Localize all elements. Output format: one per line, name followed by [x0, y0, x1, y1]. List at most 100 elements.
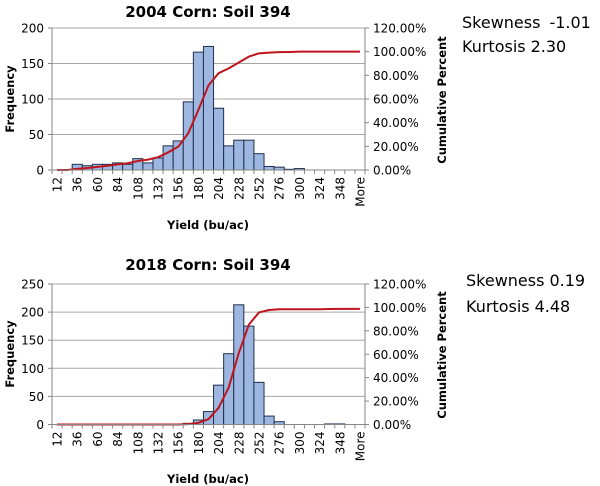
skewness-label: Skewness	[466, 271, 544, 290]
bar-228	[233, 139, 245, 171]
x-tick-label: More	[353, 177, 367, 207]
x-tick-label: 84	[111, 432, 125, 447]
x-tick-label: 36	[71, 177, 85, 192]
y-tick-label: 50	[29, 128, 44, 142]
bar-240	[243, 325, 255, 425]
y-tick-label: 150	[21, 334, 44, 348]
x-tick-label: 228	[232, 432, 246, 455]
bar-120	[142, 162, 154, 171]
y2-axis-ticks: 0.00% 20.00% 40.00% 60.00% 80.00% 100.00% 120.…	[365, 278, 426, 432]
y2-tick-label: 0.00%	[373, 418, 411, 432]
bar-264	[263, 415, 275, 426]
bar-96	[122, 163, 134, 171]
x-tick-label: 108	[131, 177, 145, 200]
x-tick-label: 324	[313, 432, 327, 455]
kurtosis-label: Kurtosis	[462, 37, 526, 56]
x-tick-label: 300	[293, 432, 307, 455]
skewness-label: Skewness	[462, 13, 540, 32]
y2-axis-label: Cumulative Percent	[435, 36, 449, 164]
x-tick-label: 36	[71, 432, 85, 447]
kurtosis-value: 4.48	[535, 297, 571, 316]
skewness-stat: Skewness 0.19	[466, 271, 585, 290]
y2-tick-label: 120.00%	[373, 278, 426, 292]
y2-tick-label: 20.00%	[373, 140, 419, 154]
bar-252	[253, 153, 265, 171]
y2-tick-label: 100.00%	[373, 301, 426, 315]
x-tick-label: 108	[131, 432, 145, 455]
x-tick-label: 12	[51, 177, 65, 192]
x-tick-label: 276	[273, 177, 287, 200]
bar-204	[213, 384, 225, 426]
y2-tick-label: 60.00%	[373, 93, 419, 107]
x-tick-label: 60	[91, 432, 105, 447]
skewness-value: 0.19	[549, 271, 585, 290]
x-tick-label: 12	[51, 432, 65, 447]
y2-tick-label: 0.00%	[373, 164, 411, 178]
x-tick-label: 132	[152, 432, 166, 455]
x-tick-label: 348	[333, 432, 347, 455]
gridlines	[52, 283, 365, 397]
y-tick-label: 0	[36, 418, 44, 432]
chart-2004-corn: 2004 Corn: Soil 394 0 50 100 150 200 0.00% 20…	[3, 3, 591, 232]
x-tick-label: 156	[172, 177, 186, 200]
y-tick-label: 200	[21, 22, 44, 36]
bar-192	[202, 45, 215, 171]
y-tick-label: 50	[29, 390, 44, 404]
bar-132	[152, 157, 164, 171]
y-tick-label: 100	[21, 93, 44, 107]
bar-240	[243, 139, 255, 171]
chart-2018-corn: 2018 Corn: Soil 394 0 50 100 150 200 250 0.00…	[3, 256, 585, 486]
y2-tick-label: 80.00%	[373, 324, 419, 338]
bars	[71, 45, 305, 171]
y2-axis-ticks: 0.00% 20.00% 40.00% 60.00% 80.00% 100.00% 120.…	[365, 22, 426, 178]
x-tick-label: 180	[192, 432, 206, 455]
y2-tick-label: 60.00%	[373, 348, 419, 362]
x-tick-label: 300	[293, 177, 307, 200]
y2-tick-label: 120.00%	[373, 22, 426, 36]
y2-axis-label: Cumulative Percent	[435, 291, 449, 419]
x-tick-label: 324	[313, 177, 327, 200]
x-tick-label: 276	[273, 432, 287, 455]
x-tick-label: 252	[252, 177, 266, 200]
skewness-value: -1.01	[549, 13, 590, 32]
skewness-stat: Skewness -1.01	[462, 13, 591, 32]
y-axis-label: Frequency	[3, 320, 17, 388]
y2-tick-label: 40.00%	[373, 116, 419, 130]
x-axis-ticks: 12 36 60 84 108 132 156 180 204 228 252 276 300 324 34…	[51, 170, 367, 207]
x-tick-label: 204	[212, 177, 226, 200]
y-axis-ticks: 0 50 100 150 200	[21, 22, 52, 178]
y-axis-label: Frequency	[3, 65, 17, 133]
y-tick-label: 250	[21, 278, 44, 292]
x-tick-label: 84	[111, 177, 125, 192]
y2-tick-label: 100.00%	[373, 45, 426, 59]
y-tick-label: 100	[21, 362, 44, 376]
bar-168	[182, 101, 194, 171]
kurtosis-stat: Kurtosis 4.48	[466, 297, 570, 316]
x-axis-label: Yield (bu/ac)	[166, 218, 249, 232]
kurtosis-stat: Kurtosis 2.30	[462, 37, 566, 56]
y2-tick-label: 40.00%	[373, 371, 419, 385]
bar-264	[263, 165, 275, 171]
kurtosis-label: Kurtosis	[466, 297, 530, 316]
cumulative-line	[57, 50, 360, 171]
cumulative-percent-line	[57, 307, 360, 426]
y2-tick-label: 80.00%	[373, 69, 419, 83]
y-axis-ticks: 0 50 100 150 200 250	[21, 278, 52, 432]
cumulative-line	[57, 307, 360, 426]
x-tick-label: More	[353, 432, 367, 462]
x-tick-label: 60	[91, 177, 105, 192]
x-tick-label: 132	[152, 177, 166, 200]
bars	[182, 304, 346, 426]
bar-216	[223, 145, 235, 171]
x-axis-label: Yield (bu/ac)	[166, 472, 249, 486]
y2-tick-label: 20.00%	[373, 395, 419, 409]
y-tick-label: 200	[21, 306, 44, 320]
x-tick-label: 252	[252, 432, 266, 455]
bar-204	[213, 107, 225, 171]
chart-title: 2004 Corn: Soil 394	[125, 3, 291, 21]
y-tick-label: 150	[21, 57, 44, 71]
x-tick-label: 180	[192, 177, 206, 200]
kurtosis-value: 2.30	[531, 37, 567, 56]
y-tick-label: 0	[36, 164, 44, 178]
